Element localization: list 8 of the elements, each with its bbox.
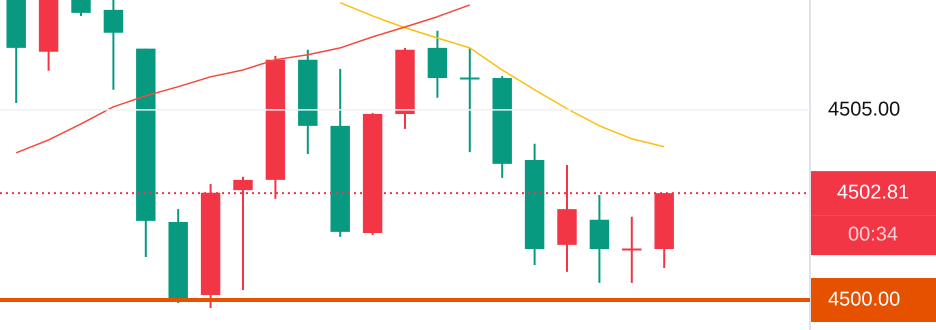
candlestick — [104, 0, 124, 91]
y-tick-label: 4505.00 — [828, 98, 900, 120]
y-tick-label: 4500.00 — [828, 288, 900, 310]
candlestick — [622, 216, 642, 284]
text: 00:34 — [848, 224, 898, 246]
ref-line-label: 4502.81 — [836, 182, 910, 204]
candlestick — [460, 48, 480, 154]
candlestick — [71, 0, 91, 17]
